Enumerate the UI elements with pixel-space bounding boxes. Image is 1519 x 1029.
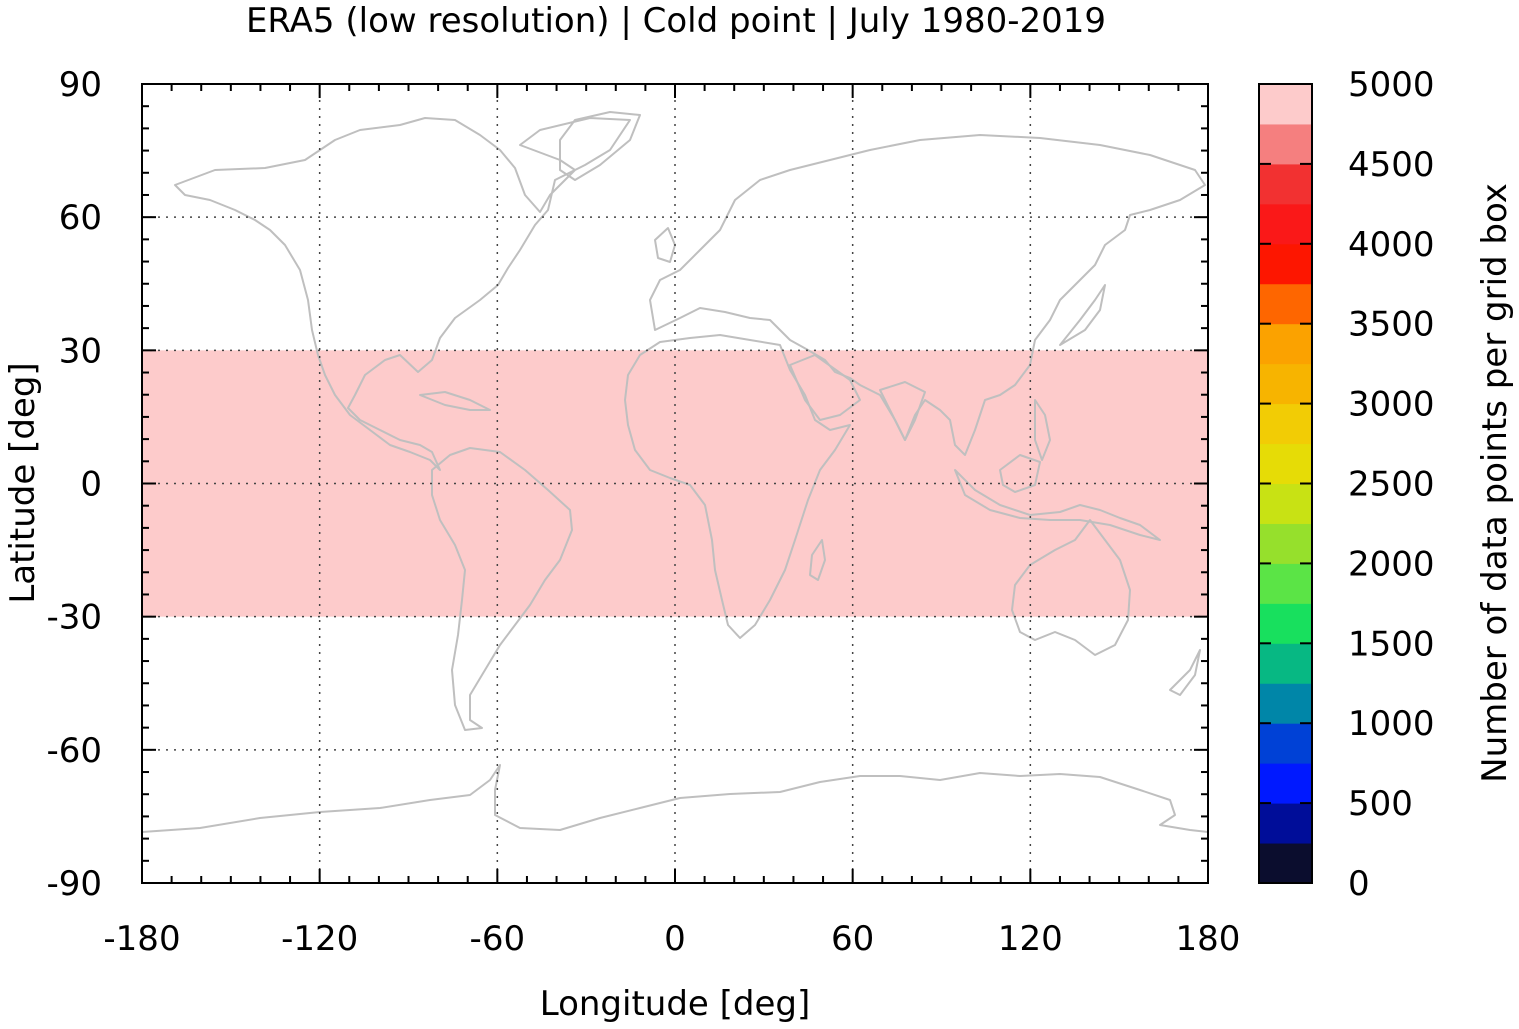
colorbar-segment [1259, 803, 1312, 844]
colorbar-segment [1259, 323, 1312, 365]
colorbar-tick-label: 500 [1348, 784, 1413, 824]
colorbar-segment [1259, 843, 1312, 884]
colorbar-segment [1259, 763, 1312, 804]
y-tick-label: -30 [46, 598, 102, 638]
coastline-borneo [999, 454, 1041, 493]
colorbar-tick-label: 4000 [1348, 225, 1435, 265]
colorbar-segment [1259, 523, 1312, 564]
colorbar-segment [1259, 643, 1312, 684]
colorbar-tick-label: 1500 [1348, 624, 1435, 664]
colorbar-tick-label: 1000 [1348, 704, 1435, 744]
coastline-british-isles [654, 227, 676, 263]
coastline-indonesia [954, 469, 1161, 541]
colorbar-segment [1259, 723, 1312, 764]
colorbar-label: Number of data points per grid box [1475, 183, 1515, 783]
coastline-arabia [789, 354, 861, 421]
colorbar-segment [1259, 363, 1312, 405]
coastline-greenland [559, 111, 641, 181]
axis-ticks [141, 83, 1209, 884]
x-tick-label: 60 [831, 919, 874, 959]
coastline-india [879, 381, 926, 441]
x-tick-label: -180 [103, 919, 180, 959]
colorbar-segment [1259, 483, 1312, 524]
y-tick-label: 0 [80, 465, 102, 505]
colorbar-segment [1259, 203, 1312, 245]
colorbar-segment [1259, 243, 1312, 285]
y-axis-label: Latitude [deg] [3, 362, 43, 603]
data-layer [142, 350, 1208, 617]
axis-tick-labels: -180 -120 -60 0 60 120 180 90 60 30 0 -30 -60 -90 [46, 65, 1240, 959]
colorbar: 0 500 1000 1500 2000 2500 3000 3500 4000 4500 5000 [1258, 65, 1435, 904]
y-tick-label: 90 [59, 65, 102, 105]
colorbar-segment [1259, 84, 1312, 125]
coastline-eurasia [649, 134, 1206, 456]
colorbar-segment [1259, 443, 1312, 484]
coastline-caribbean [419, 391, 491, 411]
colorbar-segment [1259, 683, 1312, 724]
colorbar-tick-label: 4500 [1348, 145, 1435, 185]
colorbar-segment [1259, 403, 1312, 445]
x-tick-label: 180 [1176, 919, 1241, 959]
x-tick-label: -60 [470, 919, 526, 959]
x-tick-label: -120 [281, 919, 358, 959]
chart-title: ERA5 (low resolution) | Cold point | Jul… [246, 1, 1106, 41]
coastline-antarctica [141, 764, 1209, 833]
y-tick-label: 60 [59, 198, 102, 238]
colorbar-tick-label: 5000 [1348, 65, 1435, 105]
colorbar-tick-label: 2000 [1348, 544, 1435, 584]
colorbar-tick-label: 2500 [1348, 465, 1435, 505]
colorbar-segment [1259, 563, 1312, 604]
coastline-madagascar [809, 539, 826, 581]
colorbar-tick-label: 3500 [1348, 305, 1435, 345]
x-tick-label: 0 [664, 919, 686, 959]
coastline-japan [1059, 284, 1106, 346]
coastline-new-zealand [1169, 649, 1201, 696]
colorbar-tick-label: 0 [1348, 864, 1370, 904]
colorbar-segment [1259, 163, 1312, 205]
coastline-north-america [174, 117, 631, 471]
x-axis-label: Longitude [deg] [540, 984, 811, 1024]
colorbar-tick-label: 3000 [1348, 385, 1435, 425]
coastline-africa [624, 334, 851, 639]
grid-lines [142, 84, 1208, 883]
coastline-south-america [431, 447, 573, 731]
colorbar-segment [1259, 123, 1312, 165]
y-tick-label: -60 [46, 731, 102, 771]
colorbar-segment [1259, 283, 1312, 325]
coastline-philippines [1034, 399, 1051, 461]
data-region-0 [142, 350, 1208, 617]
y-tick-label: -90 [46, 864, 102, 904]
y-tick-label: 30 [59, 331, 102, 371]
x-tick-label: 120 [998, 919, 1063, 959]
colorbar-segment [1259, 603, 1312, 644]
coastlines [141, 111, 1209, 833]
